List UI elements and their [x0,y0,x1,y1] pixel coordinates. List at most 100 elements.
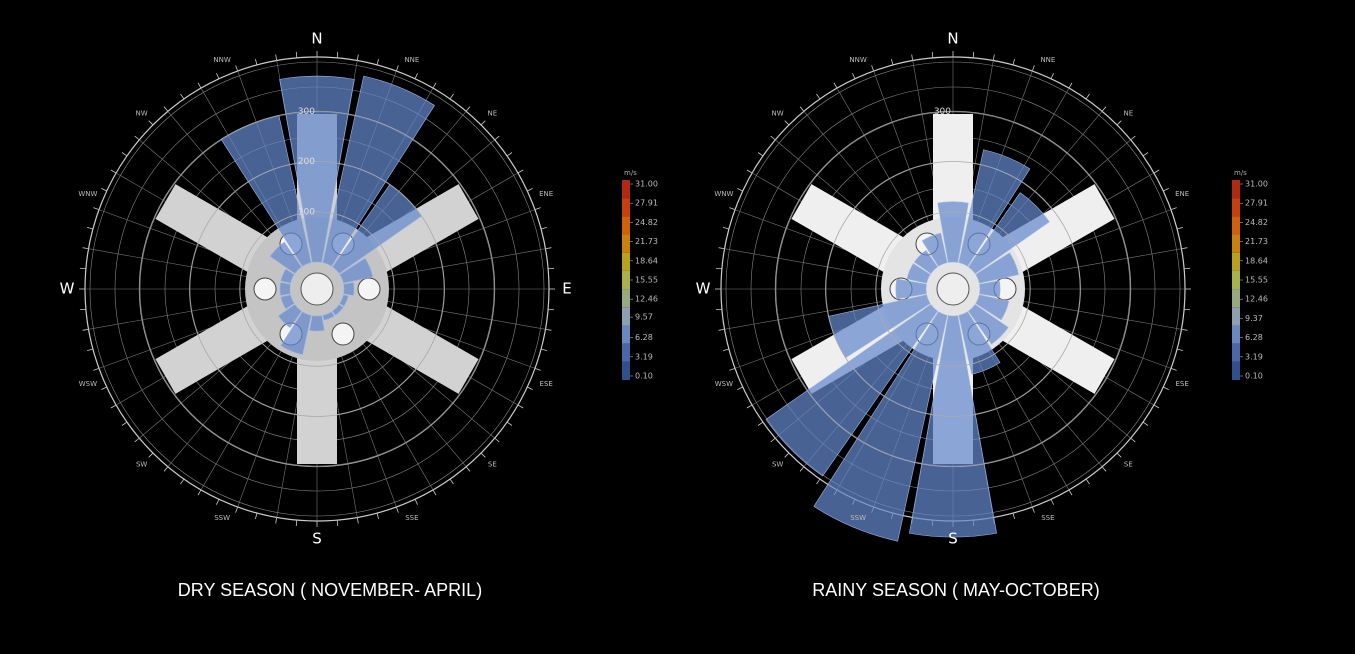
compass-tick [180,93,185,100]
compass-tick [1153,404,1160,409]
colorbar-tick-label: 18.64 [1245,256,1268,265]
compass-tick [432,82,437,89]
direction-label: N [947,30,958,48]
compass-tick [197,82,202,89]
compass-tick [1142,152,1149,157]
radial-tick-label: 300 [298,107,315,117]
compass-tick [1085,478,1090,485]
compass-tick [545,247,552,250]
compass-tick [465,106,471,112]
colorbar-swatch [622,198,630,217]
building-pod [331,322,355,346]
direction-label: S [312,530,322,548]
compass-tick [992,54,995,61]
compass-tick [911,54,914,61]
wind-bar [277,304,302,329]
compass-tick [1181,328,1188,331]
compass-tick [480,452,486,458]
colorbar-tick-label: 0.10 [635,372,653,381]
colorbar-swatch [1232,180,1240,199]
colorbar-swatch [1232,361,1240,380]
compass-tick [121,421,128,426]
compass-tick [1031,506,1035,513]
direction-label: WNW [78,190,97,198]
compass-tick [799,106,805,112]
colorbar-swatch [622,307,630,326]
compass-tick [356,517,359,524]
compass-tick [336,51,339,58]
compass-tick [833,82,838,89]
colorbar-swatch [1232,252,1240,271]
colorbar-swatch [622,361,630,380]
compass-tick [121,152,128,157]
wind-bar [958,149,1031,267]
compass-tick [871,65,875,72]
compass-tick [1142,421,1149,426]
direction-label: E [562,280,571,298]
compass-tick [729,367,736,371]
compass-tick [545,328,552,331]
compass-tick [715,267,722,270]
direction-label: ENE [539,190,553,198]
colorbar-tick-label: 15.55 [635,276,658,285]
compass-tick [1116,120,1122,126]
compass-tick [723,348,730,351]
colorbar-tick-label: 3.19 [635,352,653,361]
colorbar-tick-label: 12.46 [1245,295,1268,304]
wind-bar [339,257,374,284]
colorbar-swatch [1232,234,1240,253]
colorbar-swatch [622,325,630,344]
colorbar-swatch [622,270,630,290]
compass-tick [449,478,454,485]
colorbar-tick-label: 6.28 [635,333,653,342]
compass-tick [134,437,140,443]
radial-tick-label: 200 [298,157,315,167]
compass-tick [449,93,454,100]
compass-tick [163,106,169,112]
compass-tick [93,367,100,371]
compass-tick [82,328,89,331]
compass-tick [494,437,500,443]
wind-bar [895,278,927,300]
compass-tick [527,386,533,390]
direction-label: WSW [715,380,733,388]
colorbar-swatch [1232,325,1240,344]
colorbar-tick-label: 15.55 [1245,276,1268,285]
compass-tick [216,73,220,79]
colorbar-tick-label: 12.46 [635,295,658,304]
wind-bar [968,192,1050,274]
compass-tick [1012,512,1015,519]
compass-tick [1050,499,1054,505]
compass-tick [1163,188,1169,192]
direction-label: S [948,530,958,548]
compass-tick [494,135,500,141]
wind-bar [343,282,355,296]
colorbar-swatch [1232,289,1240,308]
radial-tick-label: 300 [934,107,951,117]
colorbar-tick-label: 3.19 [1245,352,1263,361]
compass-tick [1085,93,1090,100]
compass-tick [1181,247,1188,250]
compass-tick [148,452,154,458]
direction-label: NNE [1040,56,1055,64]
wind-bar [913,249,938,274]
colorbar-swatch [1232,216,1240,235]
compass-tick [180,478,185,485]
compass-tick [87,348,94,351]
compass-tick [82,247,89,250]
compass-tick [255,512,258,519]
compass-tick [816,478,821,485]
colorbar-swatch [1232,270,1240,290]
direction-label: SSW [214,514,230,522]
colorbar-tick-label: 24.82 [1245,218,1268,227]
colorbar-tick-label: 9.57 [635,313,653,322]
direction-label: ESE [1175,380,1188,388]
direction-label: SE [1124,460,1133,468]
wind-bar [339,294,349,307]
compass-tick [235,65,239,72]
wind-bar [280,311,312,355]
colorbar-swatch [622,252,630,271]
radial-grid [875,211,1031,367]
